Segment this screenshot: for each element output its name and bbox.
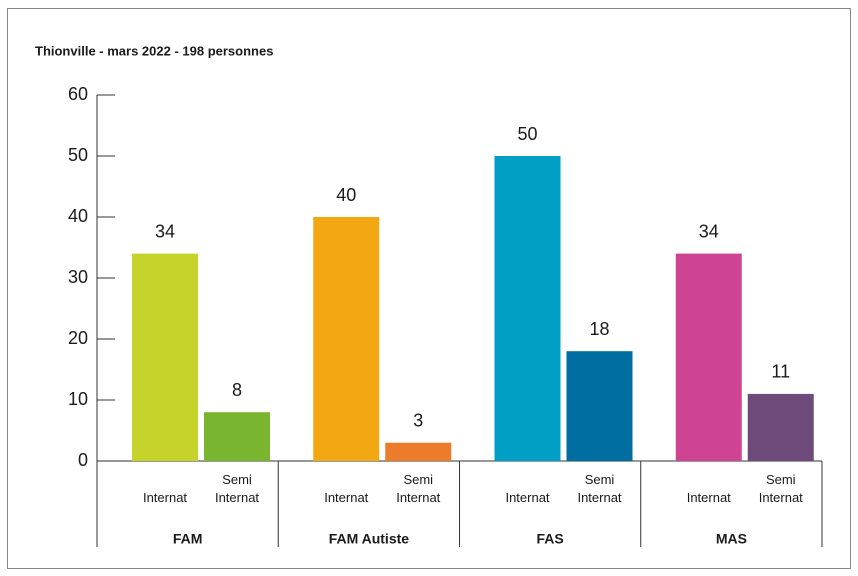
y-tick-label: 30 [68,267,88,287]
x-tick-label: Semi Internat [577,472,622,505]
value-label: 40 [336,185,356,205]
x-tick-label: Internat [142,490,188,505]
bar [385,442,452,461]
x-tick-label: Internat [324,490,369,505]
bar [132,253,198,461]
group-label: FAM Autiste [329,531,410,547]
bar [204,412,270,461]
y-tick-label: 20 [68,328,88,348]
bar [566,351,633,461]
group-label: MAS [716,531,747,547]
group-label: FAM [173,531,203,547]
bar [494,156,561,461]
value-label: 18 [589,319,609,339]
y-tick-label: 0 [78,450,88,470]
y-tick-label: 60 [68,84,88,104]
y-tick-label: 50 [68,145,88,165]
value-label: 34 [155,221,175,241]
value-label: 8 [232,380,242,400]
value-label: 50 [517,124,537,144]
frame [7,8,851,569]
x-tick-label: Semi Internat [396,472,441,505]
bar [313,217,380,461]
bar [675,253,742,461]
chart-title: Thionville - mars 2022 - 198 personnes [35,43,273,58]
value-label: 3 [413,410,423,430]
value-label: 11 [771,362,790,382]
x-tick-label: Semi Internat [214,472,260,505]
value-label: 34 [699,221,719,241]
x-tick-label: Internat [686,490,731,505]
bar [747,393,814,461]
y-tick-label: 40 [68,206,88,226]
x-tick-label: Semi Internat [758,472,803,505]
group-label: FAS [537,531,564,547]
y-tick-label: 10 [68,389,88,409]
x-tick-label: Internat [505,490,550,505]
